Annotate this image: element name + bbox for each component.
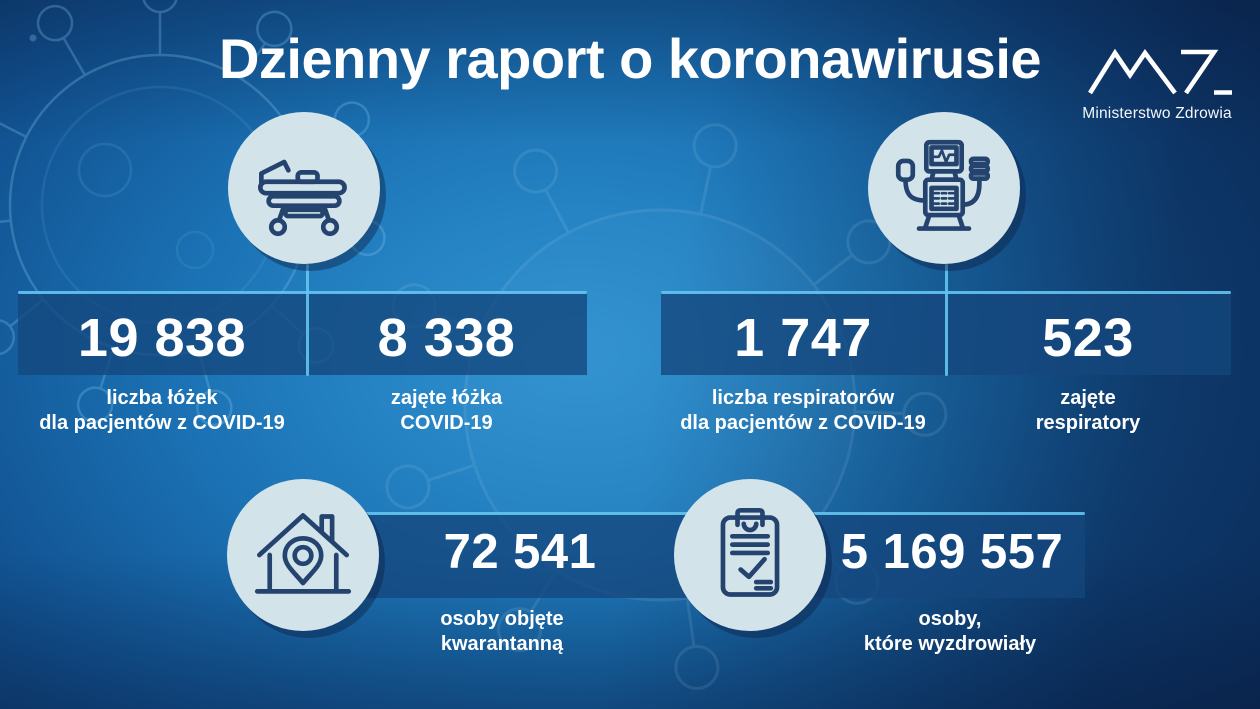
beds-total-label: liczba łóżek dla pacjentów z COVID-19 (39, 387, 285, 434)
page-title: Dzienny raport o koronawirusie (218, 27, 1042, 90)
ventilators-total-label: liczba respiratorów dla pacjentów z COVI… (680, 387, 926, 434)
mz-zigzag-logo-icon (1088, 48, 1232, 95)
quarantine-icon-circle (227, 479, 379, 631)
beds-band-topline (18, 291, 587, 294)
clipboard-check-icon (720, 507, 780, 597)
beds-total-value: 19 838 (77, 308, 247, 368)
quarantined-value: 72 541 (443, 525, 597, 579)
recovered-value: 5 169 557 (840, 525, 1064, 579)
ministry-logo-text: Ministerstwo Zdrowia (1082, 105, 1232, 122)
hospital-bed-icon (257, 159, 347, 237)
ventilator-icon (895, 139, 991, 231)
quarantine-band-topline (303, 512, 690, 515)
quarantined-label: osoby objęte kwarantanną (440, 608, 564, 655)
ventilators-total-value: 1 747 (734, 308, 872, 368)
recovered-label: osoby, które wyzdrowiały (863, 608, 1037, 655)
beds-band (18, 293, 587, 375)
recovered-icon-circle (674, 479, 826, 631)
ventilators-occupied-value: 523 (1042, 308, 1134, 368)
ministry-logo: Ministerstwo Zdrowia (1082, 36, 1232, 123)
beds-divider-line (306, 264, 309, 376)
beds-occupied-value: 8 338 (377, 308, 516, 368)
beds-icon-circle (228, 112, 380, 264)
ventilators-occupied-label: zajęte respiratory (1035, 387, 1141, 434)
recovered-band-topline (750, 512, 1085, 515)
ventilators-icon-circle (868, 112, 1020, 264)
beds-occupied-label: zajęte łóżka COVID-19 (390, 387, 503, 434)
ventilators-divider-line (945, 264, 948, 376)
house-location-pin-icon (254, 513, 352, 594)
